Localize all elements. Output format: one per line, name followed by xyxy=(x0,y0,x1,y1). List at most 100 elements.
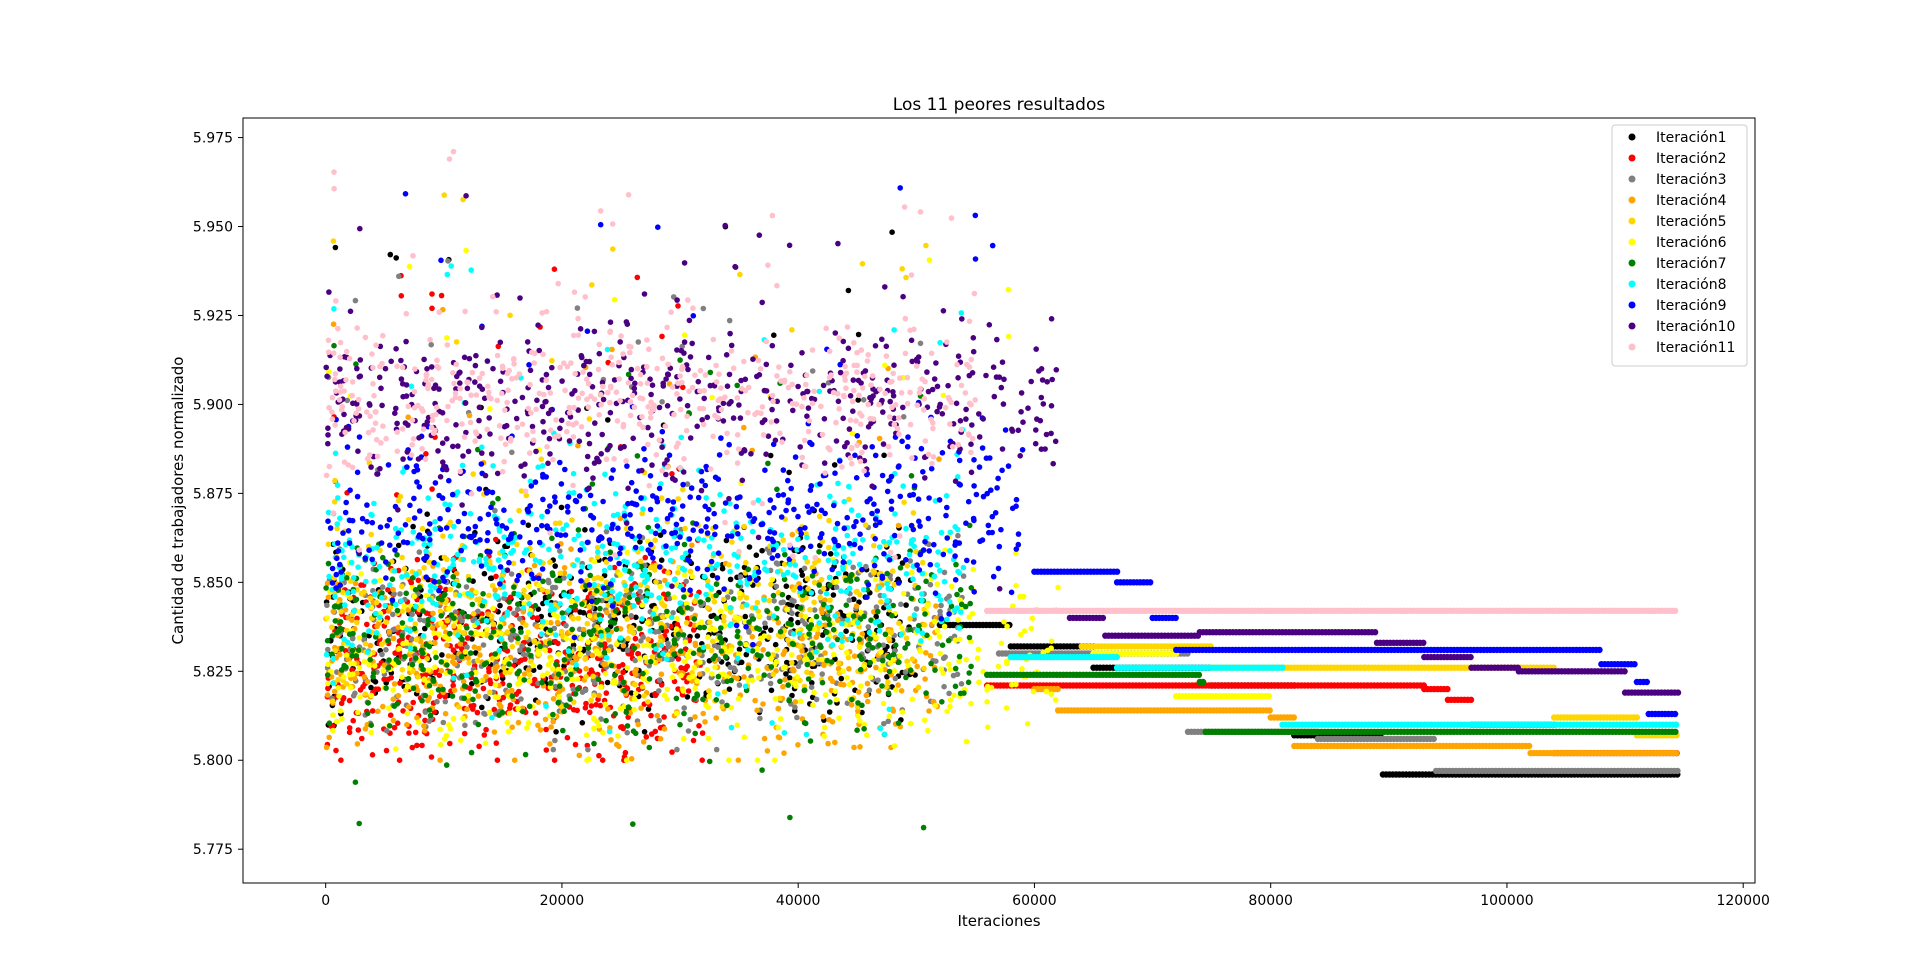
scatter-point xyxy=(375,708,381,715)
scatter-point xyxy=(1005,286,1012,293)
scatter-point xyxy=(619,662,626,668)
scatter-point xyxy=(947,697,954,703)
scatter-point xyxy=(915,584,921,591)
scatter-point xyxy=(856,636,863,643)
scatter-point xyxy=(479,704,485,711)
scatter-point xyxy=(714,615,720,622)
scatter-point xyxy=(637,539,643,545)
scatter-point xyxy=(554,619,561,626)
scatter-point xyxy=(728,647,734,653)
scatter-point xyxy=(876,642,882,648)
scatter-point xyxy=(406,263,413,270)
scatter-point xyxy=(946,593,952,599)
scatter-point xyxy=(391,681,398,687)
scatter-point xyxy=(689,573,695,580)
scatter-point xyxy=(819,656,825,663)
scatter-point xyxy=(925,727,931,734)
scatter-point xyxy=(917,340,924,347)
scatter-point xyxy=(786,697,792,704)
scatter-point xyxy=(687,716,694,723)
scatter-point xyxy=(827,582,833,588)
scatter-point xyxy=(797,643,803,650)
scatter-point xyxy=(597,702,604,709)
scatter-point xyxy=(515,635,521,642)
scatter-point xyxy=(875,677,881,683)
scatter-point xyxy=(415,674,422,680)
scatter-point xyxy=(525,522,532,528)
scatter-point xyxy=(995,663,1002,670)
scatter-point xyxy=(920,824,927,831)
scatter-point xyxy=(580,626,587,633)
scatter-point xyxy=(601,649,608,656)
scatter-point xyxy=(921,622,928,628)
scatter-point xyxy=(354,741,361,747)
scatter-point xyxy=(877,725,884,732)
scatter-point xyxy=(858,683,864,689)
scatter-point xyxy=(915,684,922,691)
scatter-point xyxy=(438,659,445,665)
scatter-point xyxy=(890,651,897,658)
scatter-point xyxy=(329,698,336,704)
scatter-point xyxy=(777,716,784,722)
scatter-point xyxy=(674,746,680,753)
scatter-point xyxy=(761,672,767,678)
scatter-point xyxy=(634,274,641,281)
scatter-point xyxy=(419,742,425,749)
scatter-point xyxy=(968,663,974,670)
scatter-point xyxy=(956,653,963,660)
scatter-point xyxy=(506,661,512,667)
scatter-point xyxy=(766,597,772,604)
scatter-point xyxy=(903,674,909,681)
scatter-point xyxy=(955,617,961,623)
scatter-point xyxy=(914,663,920,670)
scatter-point xyxy=(631,696,638,702)
scatter-point xyxy=(789,660,795,666)
scatter-point xyxy=(939,699,945,705)
scatter-point xyxy=(761,633,768,639)
scatter-point xyxy=(570,642,577,648)
scatter-point xyxy=(1021,628,1028,634)
scatter-point xyxy=(341,674,347,680)
scatter-point xyxy=(669,674,676,681)
scatter-point xyxy=(568,546,574,552)
scatter-point xyxy=(553,661,559,668)
scatter-point xyxy=(572,741,579,748)
scatter-point xyxy=(492,651,499,657)
scatter-point xyxy=(381,676,387,683)
scatter-point xyxy=(600,729,606,736)
scatter-point xyxy=(598,684,604,690)
scatter-point xyxy=(542,716,549,723)
scatter-point xyxy=(409,636,415,642)
scatter-point xyxy=(1043,688,1050,695)
scatter-point xyxy=(419,525,426,532)
scatter-point xyxy=(678,665,684,671)
scatter-point xyxy=(645,706,652,712)
scatter-point xyxy=(947,703,953,710)
scatter-point xyxy=(521,677,527,683)
scatter-point xyxy=(802,614,809,620)
scatter-point xyxy=(432,640,438,646)
scatter-point xyxy=(889,229,895,235)
scatter-point xyxy=(597,605,603,612)
scatter-point xyxy=(432,649,438,656)
scatter-point xyxy=(601,661,607,668)
scatter-point xyxy=(717,634,723,641)
scatter-point xyxy=(650,611,657,617)
scatter-point xyxy=(556,688,563,694)
scatter-point xyxy=(826,574,833,581)
scatter-point xyxy=(773,658,780,665)
scatter-point xyxy=(854,588,860,595)
scatter-point xyxy=(681,541,688,548)
scatter-point xyxy=(506,682,513,689)
scatter-point xyxy=(457,614,463,621)
scatter-point xyxy=(385,638,391,644)
scatter-point xyxy=(669,749,675,755)
scatter-point xyxy=(574,676,581,682)
scatter-point xyxy=(332,244,339,251)
scatter-point xyxy=(726,562,732,568)
scatter-point xyxy=(525,595,531,601)
scatter-point xyxy=(932,702,939,709)
scatter-point xyxy=(730,596,737,602)
scatter-point xyxy=(464,625,470,631)
scatter-point xyxy=(724,702,730,709)
